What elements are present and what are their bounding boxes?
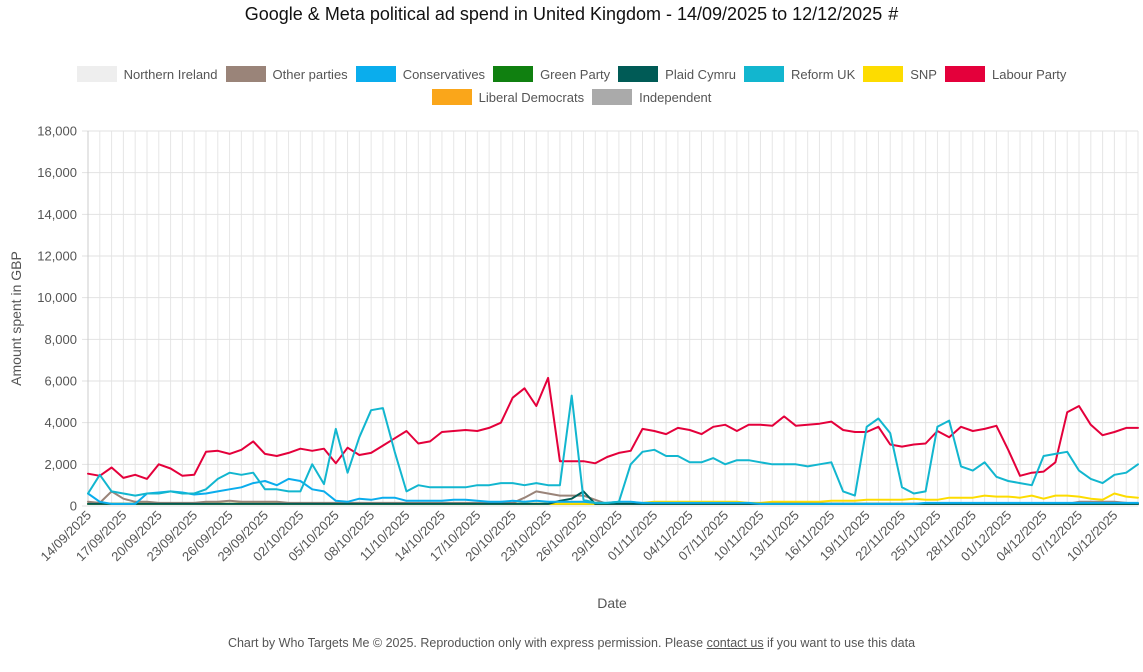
- legend-item-green-party[interactable]: Green Party: [493, 66, 610, 82]
- contact-us-link[interactable]: contact us: [706, 636, 764, 650]
- legend-swatch: [493, 66, 534, 82]
- line-chart: 0 2,000 4,000 6,000 8,000 10,000 12,000 14,000 1…: [8, 124, 1139, 611]
- title-anchor-link[interactable]: #: [888, 4, 899, 24]
- legend-swatch: [225, 66, 266, 82]
- legend-swatch: [355, 66, 396, 82]
- y-tick-label: 12,000: [37, 249, 77, 264]
- x-axis-title: Date: [597, 595, 627, 611]
- legend-item-northern-ireland[interactable]: Northern Ireland: [76, 66, 218, 82]
- y-tick-label: 0: [70, 499, 77, 514]
- legend-swatch: [431, 89, 472, 105]
- legend-label: Other parties: [272, 66, 348, 82]
- y-tick-label: 6,000: [44, 374, 77, 389]
- legend-label: Labour Party: [991, 66, 1067, 82]
- legend-label: Reform UK: [790, 66, 856, 82]
- legend-swatch: [743, 66, 784, 82]
- legend-label: Conservatives: [402, 66, 486, 82]
- legend-swatch: [76, 66, 117, 82]
- legend-item-liberal-democrats[interactable]: Liberal Democrats: [431, 89, 585, 105]
- legend-label: Independent: [639, 89, 712, 105]
- legend-swatch: [863, 66, 904, 82]
- legend-item-other-parties[interactable]: Other parties: [225, 66, 348, 82]
- footer-text: Chart by Who Targets Me © 2025. Reproduc…: [227, 636, 707, 650]
- legend-label: Green Party: [540, 66, 611, 82]
- chart-title: Google & Meta political ad spend in Unit…: [0, 4, 1143, 25]
- chart-legend: Northern Ireland Other parties Conservativ…: [40, 66, 1103, 105]
- legend-swatch: [592, 89, 633, 105]
- legend-label: Plaid Cymru: [665, 66, 736, 82]
- legend-swatch: [944, 66, 985, 82]
- legend-label: Northern Ireland: [123, 66, 218, 82]
- legend-item-plaid-cymru[interactable]: Plaid Cymru: [618, 66, 736, 82]
- y-tick-label: 10,000: [37, 290, 77, 305]
- chart-footer: Chart by Who Targets Me © 2025. Reproduc…: [0, 636, 1143, 650]
- y-tick-label: 14,000: [37, 207, 77, 222]
- legend-swatch: [618, 66, 659, 82]
- legend-item-conservatives[interactable]: Conservatives: [355, 66, 486, 82]
- legend-item-labour-party[interactable]: Labour Party: [944, 66, 1067, 82]
- series-line-labour-party: [87, 376, 1139, 480]
- y-tick-label: 8,000: [44, 332, 77, 347]
- y-axis-title: Amount spent in GBP: [8, 251, 24, 386]
- legend-label: Liberal Democrats: [478, 89, 585, 105]
- footer-text-end: if you want to use this data: [763, 636, 916, 650]
- y-tick-label: 18,000: [37, 124, 77, 139]
- chart-title-text: Google & Meta political ad spend in Unit…: [244, 4, 883, 24]
- y-tick-label: 4,000: [44, 415, 77, 430]
- y-tick-label: 2,000: [44, 457, 77, 472]
- legend-item-reform-uk[interactable]: Reform UK: [743, 66, 856, 82]
- y-tick-label: 16,000: [37, 165, 77, 180]
- series-line-reform-uk: [87, 394, 1139, 504]
- legend-item-snp[interactable]: SNP: [863, 66, 937, 82]
- series-line-conservatives: [87, 477, 1139, 505]
- legend-item-independent[interactable]: Independent: [592, 89, 711, 105]
- legend-label: SNP: [910, 66, 937, 82]
